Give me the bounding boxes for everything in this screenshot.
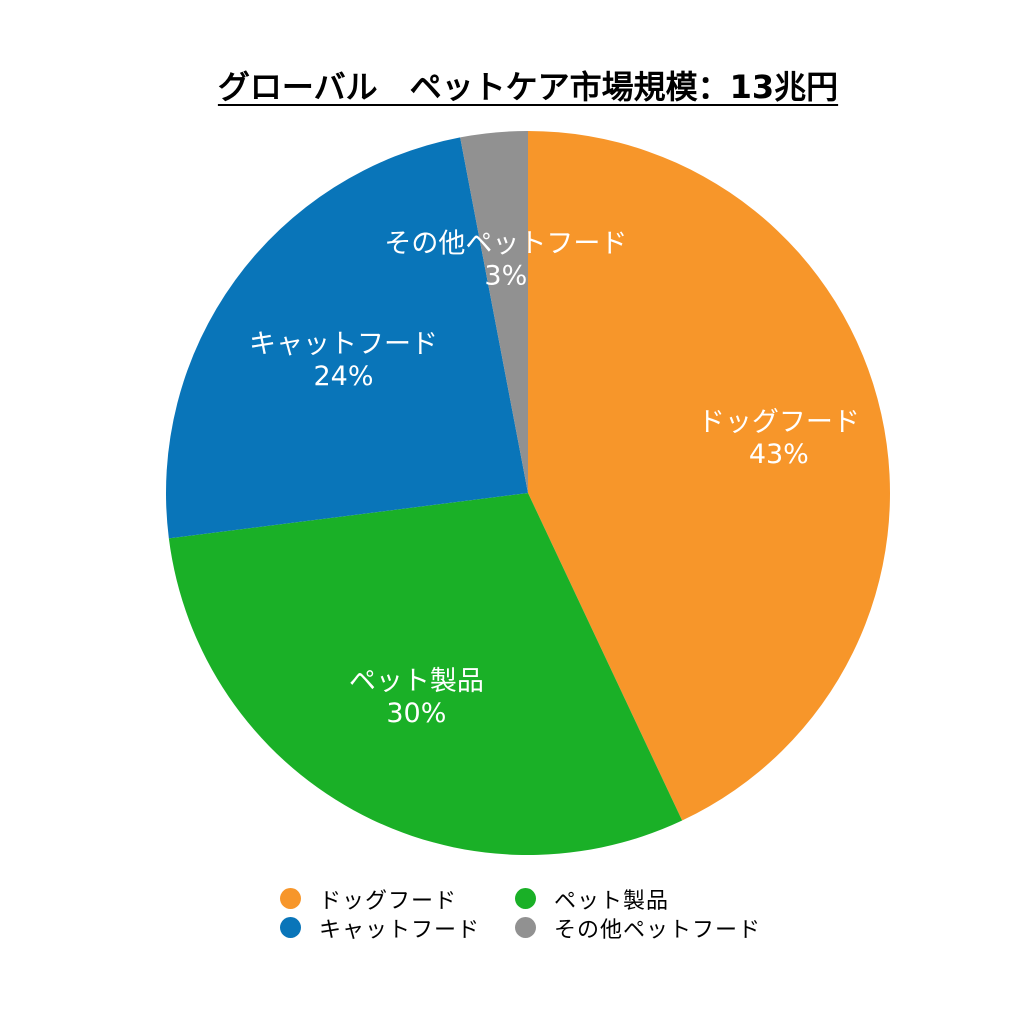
chart-title: グローバル ペットケア市場規模：13兆円 <box>0 62 1030 108</box>
slice-value-dog-food: 43% <box>749 439 809 470</box>
legend-label-dog-food: ドッグフード <box>319 888 458 914</box>
slice-value-pet-products: 30% <box>386 698 446 729</box>
slice-label-other-pet-food: その他ペットフード <box>384 229 627 260</box>
slice-value-cat-food: 24% <box>313 361 373 392</box>
slice-label-dog-food: ドッグフード <box>698 407 860 438</box>
legend-item-cat-food: キャットフード <box>280 913 515 943</box>
slice-value-other-pet-food: 3% <box>484 261 527 292</box>
chart-legend: ドッグフード ペット製品 キャットフード その他ペットフード <box>280 884 800 943</box>
legend-label-pet-products: ペット製品 <box>554 888 670 914</box>
pie-slice-dog-food <box>528 131 890 821</box>
legend-label-cat-food: キャットフード <box>319 917 481 943</box>
legend-item-dog-food: ドッグフード <box>280 884 515 914</box>
slice-label-pet-products: ペット製品 <box>349 666 484 697</box>
legend-swatch-cat-food <box>280 917 301 938</box>
legend-swatch-dog-food <box>280 888 301 909</box>
pie-slice-pet-products <box>168 493 683 855</box>
chart-title-text: グローバル ペットケア市場規模：13兆円 <box>217 68 839 106</box>
slice-label-cat-food: キャットフード <box>249 329 438 360</box>
legend-item-other-pet-food: その他ペットフード <box>515 913 775 943</box>
legend-swatch-other-pet-food <box>515 917 536 938</box>
legend-label-other-pet-food: その他ペットフード <box>554 917 762 943</box>
pie-slice-other-pet-food <box>460 131 528 493</box>
legend-swatch-pet-products <box>515 888 536 909</box>
legend-item-pet-products: ペット製品 <box>515 884 775 914</box>
pie-slice-cat-food <box>166 137 528 539</box>
